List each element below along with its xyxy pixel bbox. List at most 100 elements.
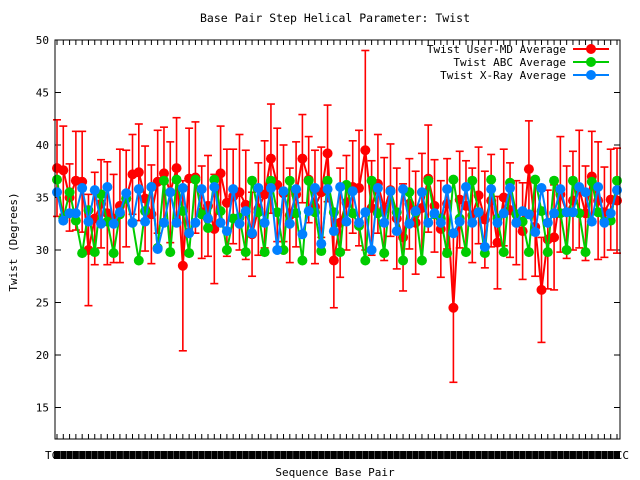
data-point bbox=[265, 175, 276, 186]
data-point bbox=[291, 184, 302, 195]
x-tick-label-glyph bbox=[66, 451, 73, 459]
data-point bbox=[479, 241, 490, 252]
data-point bbox=[259, 189, 270, 200]
x-tick-label-glyph bbox=[142, 451, 149, 459]
data-point bbox=[523, 209, 534, 220]
data-point bbox=[360, 207, 371, 218]
data-point bbox=[536, 183, 547, 194]
x-tick-label-glyph bbox=[211, 451, 218, 459]
data-point bbox=[498, 208, 509, 219]
series-3 bbox=[52, 182, 622, 255]
data-point bbox=[316, 246, 327, 257]
x-tick-label-glyph bbox=[242, 451, 249, 459]
data-point bbox=[165, 187, 176, 198]
data-point bbox=[467, 175, 478, 186]
x-tick-label-glyph bbox=[318, 451, 325, 459]
data-point bbox=[448, 174, 459, 185]
data-point bbox=[460, 247, 471, 258]
x-tick-label-glyph bbox=[431, 451, 438, 459]
x-tick-label-glyph bbox=[532, 451, 539, 459]
x-tick-label-glyph bbox=[418, 451, 425, 459]
x-tick-label-glyph bbox=[110, 451, 117, 459]
data-point bbox=[215, 217, 226, 228]
data-point bbox=[58, 165, 69, 176]
data-point bbox=[530, 174, 541, 185]
data-point bbox=[542, 247, 553, 258]
x-tick-label-glyph bbox=[324, 451, 331, 459]
x-tick-label-glyph bbox=[557, 451, 564, 459]
data-point bbox=[347, 186, 358, 197]
data-point bbox=[158, 168, 169, 179]
data-point bbox=[96, 218, 107, 229]
data-point bbox=[567, 175, 578, 186]
x-tick-label-glyph bbox=[167, 451, 174, 459]
x-tick-label-glyph bbox=[387, 451, 394, 459]
y-tick-label: 45 bbox=[36, 87, 49, 100]
data-point bbox=[567, 207, 578, 218]
x-tick-label-last: CC bbox=[616, 449, 629, 462]
data-point bbox=[297, 153, 308, 164]
y-tick-label: 30 bbox=[36, 244, 49, 257]
x-tick-label-glyph bbox=[249, 451, 256, 459]
data-point bbox=[448, 302, 459, 313]
data-point bbox=[152, 243, 163, 254]
x-tick-label-glyph bbox=[614, 451, 620, 459]
data-point bbox=[171, 174, 182, 185]
x-tick-label-glyph bbox=[123, 451, 130, 459]
data-point bbox=[303, 175, 314, 186]
x-tick-label-glyph bbox=[569, 451, 576, 459]
x-tick-label-glyph bbox=[230, 451, 237, 459]
x-tick-label-glyph bbox=[154, 451, 161, 459]
data-point bbox=[442, 248, 453, 259]
x-tick-label-glyph bbox=[500, 451, 507, 459]
data-point bbox=[247, 175, 258, 186]
data-point bbox=[549, 232, 560, 243]
data-point bbox=[278, 186, 289, 197]
data-point bbox=[523, 164, 534, 175]
data-point bbox=[322, 175, 333, 186]
data-point bbox=[460, 182, 471, 192]
data-point bbox=[605, 208, 616, 219]
y-tick-label: 20 bbox=[36, 349, 49, 362]
x-tick-label-glyph bbox=[563, 451, 570, 459]
x-tick-label-glyph bbox=[60, 451, 67, 459]
data-point bbox=[58, 215, 69, 226]
data-point bbox=[140, 216, 151, 227]
x-tick-label-glyph bbox=[116, 451, 123, 459]
data-point bbox=[83, 216, 94, 227]
data-point bbox=[184, 248, 195, 259]
data-point bbox=[209, 182, 220, 192]
data-point bbox=[341, 216, 352, 227]
data-point bbox=[454, 216, 465, 227]
data-point bbox=[240, 206, 251, 217]
x-tick-label-glyph bbox=[393, 451, 400, 459]
data-point bbox=[259, 217, 270, 228]
data-point bbox=[435, 217, 446, 228]
x-tick-label-glyph bbox=[450, 451, 457, 459]
data-point bbox=[555, 184, 566, 195]
data-point bbox=[184, 228, 195, 239]
data-point bbox=[492, 217, 503, 228]
x-tick-label-glyph bbox=[425, 451, 432, 459]
x-tick-label-glyph bbox=[255, 451, 262, 459]
data-point bbox=[328, 226, 339, 237]
x-tick-label-glyph bbox=[54, 451, 60, 459]
data-point bbox=[221, 197, 232, 208]
data-point bbox=[366, 175, 377, 186]
data-point bbox=[416, 255, 427, 266]
x-tick-label-glyph bbox=[267, 451, 274, 459]
data-point bbox=[372, 183, 383, 194]
legend-marker bbox=[586, 57, 596, 67]
data-point bbox=[335, 182, 346, 192]
data-point bbox=[209, 174, 220, 185]
data-point bbox=[259, 247, 270, 258]
data-point bbox=[70, 215, 81, 226]
x-tick-label-glyph bbox=[311, 451, 318, 459]
data-point bbox=[52, 187, 62, 198]
data-point bbox=[561, 245, 572, 255]
x-tick-label-glyph bbox=[488, 451, 495, 459]
data-point bbox=[379, 217, 390, 228]
data-point bbox=[347, 208, 358, 219]
data-point bbox=[360, 145, 371, 156]
data-point bbox=[429, 208, 440, 219]
